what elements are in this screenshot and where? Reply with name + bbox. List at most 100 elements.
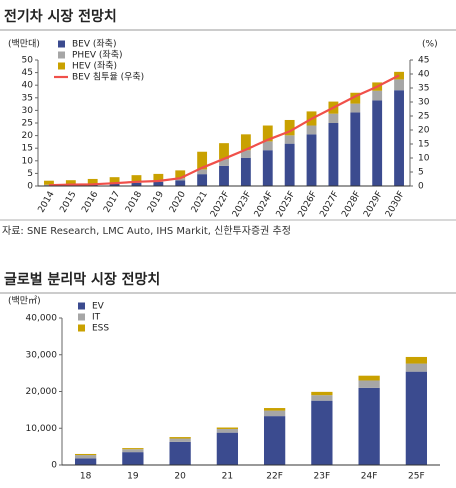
bar — [216, 428, 239, 433]
bar — [311, 395, 333, 401]
chart-title: 전기차 시장 전망치 — [4, 8, 117, 25]
bar — [122, 452, 144, 465]
y2-tick-label: 35 — [418, 84, 429, 94]
x-tick-label: 2024F — [253, 190, 276, 219]
y2-tick-label: 30 — [418, 98, 430, 108]
bar — [311, 400, 333, 465]
bar — [306, 134, 317, 186]
x-tick-label: 2020 — [168, 190, 188, 215]
bar — [240, 150, 251, 158]
x-tick-label: 2016 — [80, 190, 100, 215]
bar — [328, 113, 339, 123]
y-tick-label: 5 — [27, 169, 33, 179]
x-tick-label: 23F — [314, 472, 331, 482]
bar — [372, 100, 383, 186]
source-note: 자료: SNE Research, LMC Auto, IHS Markit, … — [2, 225, 291, 237]
x-tick-label: 2015 — [58, 190, 78, 215]
y-tick-label: 0 — [27, 182, 33, 192]
y-tick-label: 20,000 — [26, 387, 58, 397]
legend-marker — [78, 324, 85, 332]
bar — [219, 143, 229, 160]
bar — [311, 391, 333, 396]
x-tick-label: 2019 — [146, 190, 166, 215]
y2-tick-label: 15 — [418, 140, 429, 150]
x-tick-label: 2030F — [384, 190, 407, 219]
bar — [74, 453, 97, 456]
x-tick-label: 2021 — [190, 190, 210, 215]
y-tick-label: 10,000 — [26, 424, 58, 434]
x-tick-label: 2014 — [37, 190, 57, 215]
x-tick-label: 2018 — [124, 190, 144, 215]
bar — [394, 90, 404, 186]
x-tick-label: 2022F — [209, 190, 232, 219]
bar — [169, 437, 191, 439]
bar — [263, 408, 286, 411]
bar — [328, 123, 339, 186]
chart-title: 글로벌 분리막 시장 전망치 — [4, 271, 160, 288]
y2-tick-label: 0 — [418, 182, 424, 192]
legend-label: EV — [92, 302, 105, 312]
legend-label: IT — [92, 313, 101, 323]
x-tick-label: 2023F — [231, 190, 254, 219]
x-tick-label: 18 — [80, 472, 92, 482]
bar — [109, 177, 120, 183]
bar — [122, 449, 144, 453]
x-tick-label: 2017 — [102, 190, 122, 215]
bar — [350, 112, 361, 186]
bar — [358, 375, 380, 381]
y-tick-label: 40,000 — [26, 314, 58, 324]
y-tick-label: 45 — [22, 68, 33, 78]
bar — [350, 92, 361, 104]
bar — [74, 458, 97, 465]
legend-label: BEV (좌축) — [72, 39, 116, 50]
bar — [284, 135, 295, 144]
bar — [87, 178, 98, 184]
bar — [44, 180, 54, 185]
bar — [358, 380, 380, 388]
bar — [65, 180, 76, 185]
y2-tick-label: 20 — [418, 126, 430, 136]
y2-tick-label: 10 — [418, 154, 430, 164]
bar — [350, 103, 361, 113]
bar — [284, 143, 295, 186]
bar — [372, 90, 383, 101]
y-tick-label: 20 — [22, 131, 34, 141]
legend-marker — [58, 51, 65, 59]
bar — [131, 175, 142, 182]
bar — [240, 157, 251, 186]
bar — [284, 119, 295, 136]
y2-tick-label: 5 — [418, 168, 424, 178]
legend-marker — [58, 62, 65, 70]
x-tick-label: 2028F — [340, 190, 363, 219]
y-tick-label: 40 — [22, 81, 34, 91]
y-tick-label: 10 — [22, 156, 34, 166]
bar — [169, 441, 191, 465]
line — [48, 74, 400, 187]
bar — [153, 173, 164, 181]
y-tick-label: 30 — [22, 106, 34, 116]
y-axis-unit: (백만대) — [8, 39, 40, 50]
bar — [219, 165, 229, 186]
bar — [131, 182, 142, 186]
x-tick-label: 25F — [408, 472, 425, 482]
y-axis-unit: (백만㎡) — [8, 296, 41, 307]
legend-label: HEV (좌축) — [72, 61, 117, 72]
bar — [306, 125, 317, 135]
x-tick-label: 19 — [127, 472, 139, 482]
y-tick-label: 25 — [22, 119, 33, 129]
x-tick-label: 21 — [222, 472, 233, 482]
legend-marker — [78, 313, 85, 321]
bar — [153, 181, 164, 186]
bar — [358, 387, 380, 465]
bar — [262, 125, 273, 142]
legend-label: ESS — [92, 324, 109, 334]
bar — [262, 150, 273, 186]
x-tick-label: 24F — [361, 472, 378, 482]
bar — [405, 356, 428, 364]
legend-marker — [58, 40, 65, 48]
y-tick-label: 0 — [51, 461, 57, 471]
bar — [219, 159, 229, 166]
bar — [197, 174, 208, 186]
bar — [109, 183, 120, 186]
y2-tick-label: 40 — [418, 70, 430, 80]
